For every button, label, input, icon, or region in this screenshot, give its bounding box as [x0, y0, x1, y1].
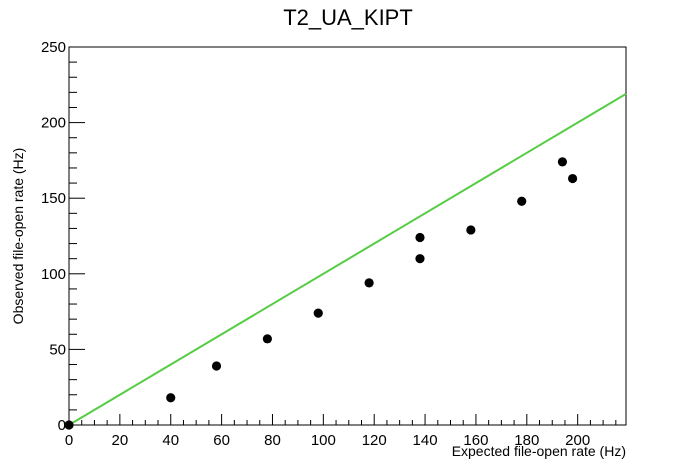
x-tick-label: 180 [514, 432, 539, 449]
chart-title: T2_UA_KIPT [283, 5, 413, 30]
data-point [64, 420, 74, 430]
data-point [313, 308, 323, 318]
data-point [415, 254, 425, 264]
x-axis: 0 20 40 60 80 100 120 140 160 180 200 [65, 414, 617, 449]
data-point [466, 225, 476, 235]
reference-line [68, 93, 627, 426]
data-points [64, 157, 578, 430]
x-tick-label: 60 [213, 432, 230, 449]
x-tick-label: 200 [565, 432, 590, 449]
x-tick-label: 120 [362, 432, 387, 449]
plot-frame [68, 46, 627, 426]
x-tick-label: 80 [264, 432, 281, 449]
x-tick-label: 40 [162, 432, 179, 449]
y-tick-label: 0 [58, 417, 66, 434]
data-point [364, 278, 374, 288]
data-point [166, 393, 176, 403]
x-tick-label: 0 [65, 432, 73, 449]
x-axis-title: Expected file-open rate (Hz) [452, 443, 626, 459]
y-axis: 0 50 100 150 200 250 [41, 39, 85, 434]
y-tick-label: 200 [41, 115, 66, 132]
x-tick-label: 160 [463, 432, 488, 449]
data-point [262, 334, 272, 344]
y-tick-label: 250 [41, 39, 66, 56]
y-tick-label: 150 [41, 190, 66, 207]
x-tick-label: 140 [413, 432, 438, 449]
data-point [567, 173, 578, 184]
x-tick-label: 20 [112, 432, 129, 449]
y-tick-label: 50 [49, 341, 66, 358]
data-point [517, 196, 527, 206]
data-point [415, 232, 425, 243]
data-point [211, 361, 222, 371]
data-point [557, 157, 568, 167]
y-tick-label: 100 [41, 266, 66, 283]
x-tick-label: 100 [311, 432, 336, 449]
y-axis-title: Observed file-open rate (Hz) [10, 148, 26, 325]
